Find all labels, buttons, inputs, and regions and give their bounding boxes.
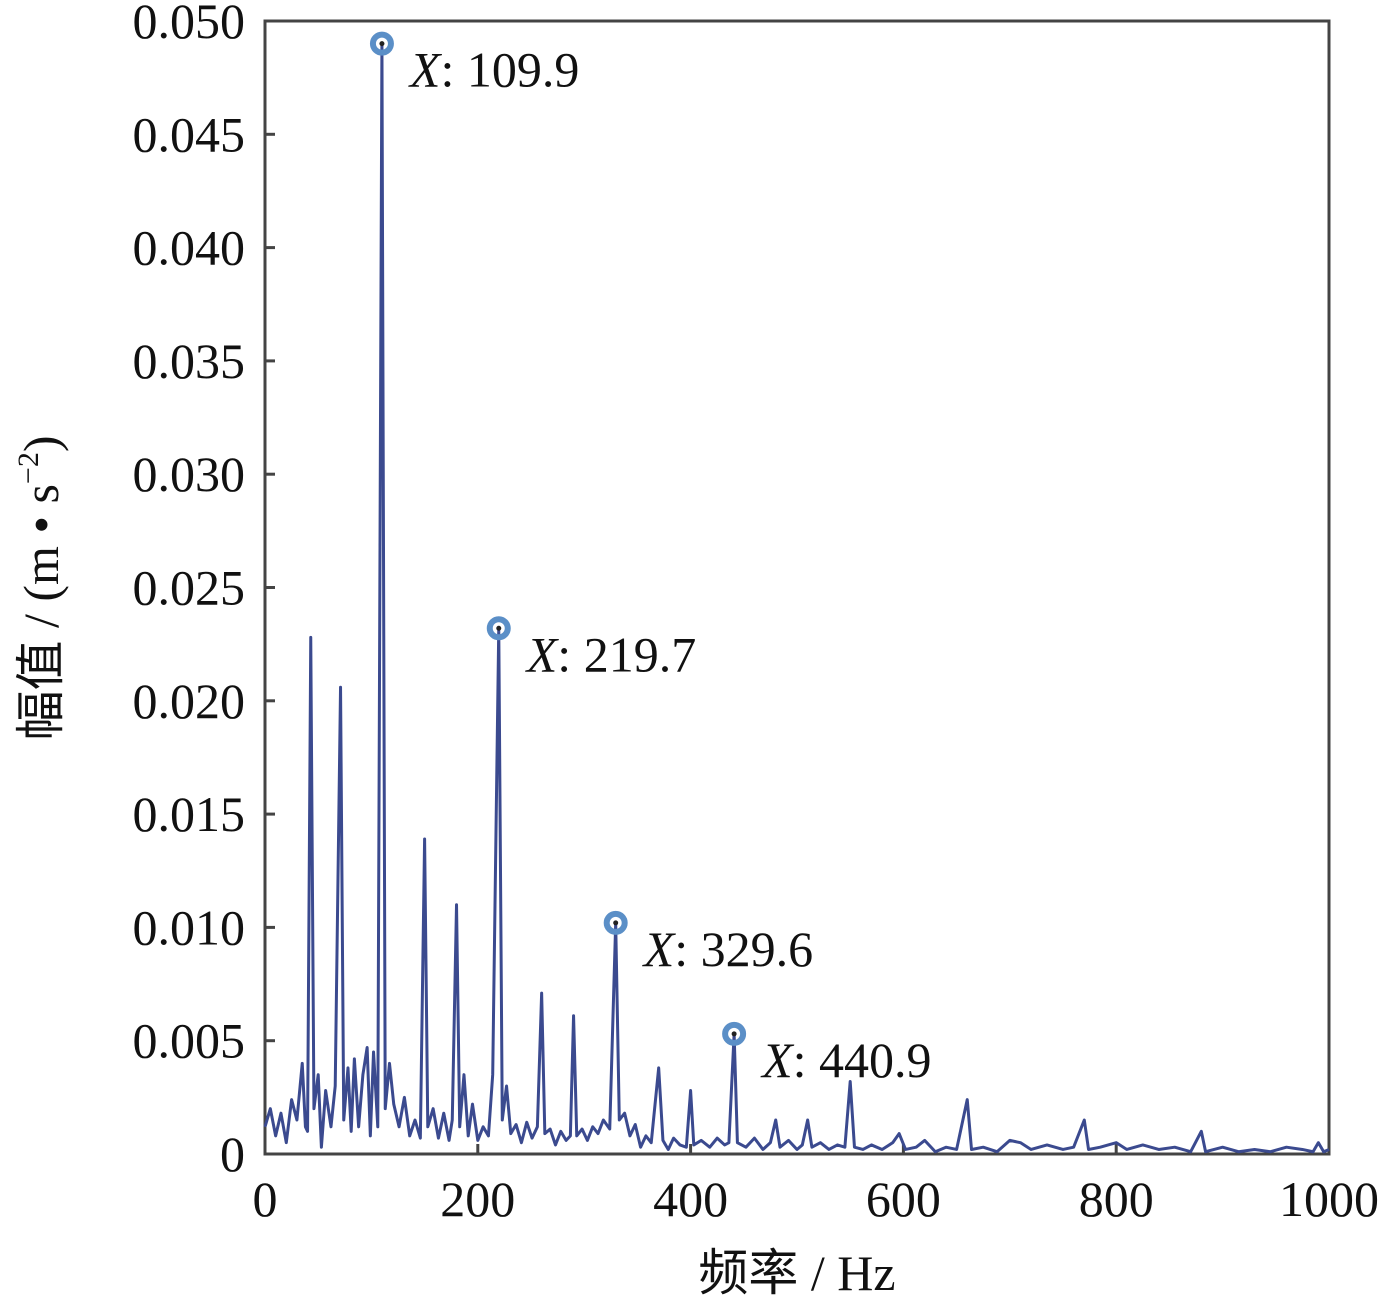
y-tick-label: 0.030: [133, 446, 246, 502]
x-tick-label: 600: [866, 1171, 941, 1227]
x-tick-label: 200: [440, 1171, 515, 1227]
y-tick-label: 0.040: [133, 220, 246, 276]
peak-label-value: : 329.6: [674, 921, 813, 977]
y-tick-label: 0.050: [133, 0, 246, 49]
peak-label-var: X: [760, 1032, 795, 1088]
peak-marker: [486, 616, 511, 641]
peak-label-var: X: [642, 921, 677, 977]
peak-label-var: X: [408, 42, 443, 98]
peak-label-value: : 440.9: [793, 1032, 932, 1088]
y-axis-label: 幅值 / (m • s−2): [12, 436, 69, 741]
peak-marker: [369, 31, 394, 56]
peak-label-value: : 219.7: [557, 626, 696, 682]
x-tick-label: 400: [653, 1171, 728, 1227]
peak-dot: [613, 920, 619, 926]
peak-label-value: : 109.9: [440, 42, 579, 98]
y-tick-label: 0.025: [133, 560, 246, 616]
x-tick-label: 0: [253, 1171, 278, 1227]
y-tick-label: 0: [220, 1126, 245, 1182]
peak-dot: [731, 1031, 737, 1037]
x-tick-label: 1000: [1279, 1171, 1379, 1227]
plot-frame: [263, 19, 1331, 1156]
peak-label: X: 109.9: [408, 42, 579, 98]
y-axis-label-main: 幅值 / (m • s: [13, 484, 69, 740]
spectrum-line: [263, 42, 1330, 1154]
peak-dot: [379, 41, 385, 47]
y-tick-label: 0.015: [133, 786, 246, 842]
y-tick-label: 0.035: [133, 333, 246, 389]
peak-label: X: 219.7: [525, 626, 696, 682]
peak-marker: [603, 910, 628, 935]
peak-label: X: 329.6: [642, 921, 813, 977]
peak-dot: [496, 625, 502, 631]
peak-marker: [722, 1021, 747, 1046]
y-tick-label: 0.005: [133, 1013, 246, 1069]
y-axis-label-sup: −2: [12, 452, 45, 484]
y-tick-label: 0.020: [133, 673, 246, 729]
x-axis-label: 频率 / Hz: [698, 1245, 895, 1301]
y-tick-label: 0.010: [133, 899, 246, 955]
x-tick-label: 800: [1079, 1171, 1154, 1227]
peak-label: X: 440.9: [760, 1032, 931, 1088]
y-tick-label: 0.045: [133, 106, 246, 162]
y-axis-label-end: ): [13, 436, 69, 453]
peak-label-var: X: [525, 626, 560, 682]
